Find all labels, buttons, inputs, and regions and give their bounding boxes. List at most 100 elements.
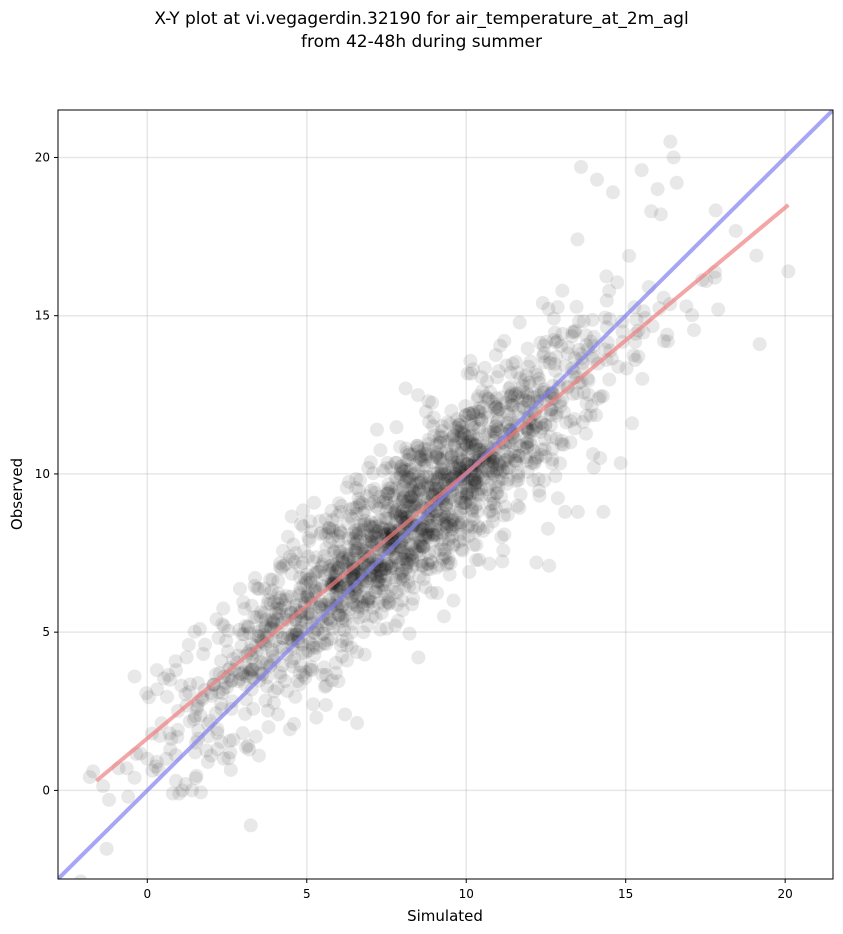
data-point [446,538,461,553]
data-point [585,312,600,327]
data-point [322,592,337,607]
data-point [410,439,425,454]
data-point [364,594,379,609]
data-point [367,561,382,576]
data-point [457,435,472,450]
data-point [446,512,461,527]
data-point [412,547,427,562]
data-point [304,524,319,539]
data-point [240,620,255,635]
data-point [474,412,489,427]
data-point [319,617,334,632]
data-point [265,642,280,657]
data-point [471,401,486,416]
data-point [439,519,454,534]
data-point [282,722,297,737]
data-point [0,838,4,852]
data-point [219,633,234,648]
data-point [398,381,413,396]
data-point [367,529,382,544]
data-point [273,560,288,575]
data-point [254,622,269,637]
data-point [452,505,467,520]
data-point [439,498,454,513]
data-point [168,654,183,669]
data-point [417,453,432,468]
data-point [565,386,580,401]
data-point [354,595,369,610]
data-point [395,573,410,588]
data-point [253,655,268,670]
data-point [375,578,390,593]
x-tick-label: 5 [303,887,311,901]
data-point [306,697,321,712]
data-point [266,695,281,710]
data-point [486,496,501,511]
data-point [381,498,396,513]
data-point [570,232,585,247]
data-point [379,556,394,571]
data-point [656,290,671,305]
data-point [338,707,353,722]
data-point [319,637,334,652]
data-point [456,495,471,510]
data-point [401,493,416,508]
data-point [401,453,416,468]
data-point [363,483,378,498]
data-point [407,466,422,481]
data-point [242,662,257,677]
data-point [520,386,535,401]
data-point [460,366,475,381]
data-point [414,558,429,573]
data-point [162,726,177,741]
data-point [468,467,483,482]
data-point [268,605,283,620]
data-point [554,338,569,353]
data-point [526,473,541,488]
data-point [425,525,440,540]
data-point [367,567,382,582]
data-point [418,580,433,595]
data-point [459,478,474,493]
data-point [385,500,400,515]
data-point [382,596,397,611]
data-point [399,472,414,487]
data-point [532,483,547,498]
data-point [548,335,563,350]
data-point [423,480,438,495]
data-point [315,626,330,641]
data-point [364,529,379,544]
data-point [140,751,155,766]
data-point [285,552,300,567]
data-point [505,398,520,413]
data-point [382,595,397,610]
data-point [304,659,319,674]
data-point [251,629,266,644]
data-point [475,435,490,450]
data-point [402,471,417,486]
data-point [488,348,503,363]
chart-title: X-Y plot at vi.vegagerdin.32190 for air_… [154,9,689,52]
data-point [370,580,385,595]
data-point [379,558,394,573]
data-point [335,649,350,664]
data-point [426,533,441,548]
data-point [558,504,573,519]
data-point [528,420,543,435]
data-point [532,488,547,503]
data-point [542,356,557,371]
data-point [491,480,506,495]
data-point [413,538,428,553]
data-point [377,598,392,613]
data-point [320,632,335,647]
data-point [439,524,454,539]
data-point [472,552,487,567]
data-point [360,528,375,543]
data-point [501,460,516,475]
data-point [393,491,408,506]
data-point [469,537,484,552]
y-tick-label: 20 [35,150,50,164]
data-point [360,618,375,633]
data-point [432,558,447,573]
data-point [491,454,506,469]
